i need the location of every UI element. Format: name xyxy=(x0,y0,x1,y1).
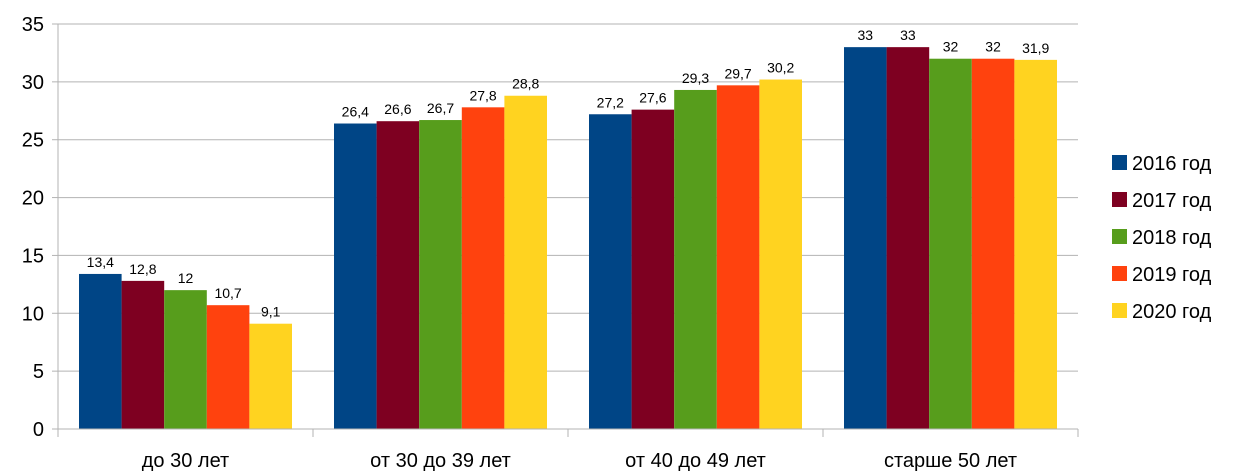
legend-swatch xyxy=(1112,303,1127,318)
data-label: 29,3 xyxy=(682,70,709,86)
labels-layer: 0 5 10 15 20 25 30 35 13,4 12,8 12 10,7 9,1 до 30 лет… xyxy=(22,14,1050,472)
legend-swatch xyxy=(1112,155,1127,170)
bar xyxy=(461,107,505,430)
data-label: 29,7 xyxy=(724,65,751,81)
data-label: 32 xyxy=(985,39,1001,55)
legend: 2016 год 2017 год 2018 год 2019 год 2020 год xyxy=(1112,153,1212,323)
x-category-label: от 30 до 39 лет xyxy=(370,450,511,472)
bar xyxy=(1014,59,1057,429)
bar xyxy=(971,58,1015,429)
data-label: 12,8 xyxy=(129,261,156,277)
legend-label: 2016 год xyxy=(1132,153,1212,175)
data-label: 9,1 xyxy=(261,304,281,320)
data-label: 27,2 xyxy=(597,94,624,110)
bar xyxy=(249,323,292,429)
bar xyxy=(844,47,887,430)
legend-label: 2020 год xyxy=(1132,301,1212,323)
bar xyxy=(929,58,972,429)
axes-layer xyxy=(52,23,1079,437)
bar xyxy=(631,109,675,429)
bar xyxy=(164,290,207,429)
bar xyxy=(674,89,717,429)
bar xyxy=(79,273,122,429)
legend-label: 2018 год xyxy=(1132,227,1212,249)
bar xyxy=(419,120,462,430)
legend-swatch xyxy=(1112,192,1127,207)
data-label: 26,4 xyxy=(342,104,369,120)
y-tick-label: 35 xyxy=(22,14,44,36)
legend-label: 2019 год xyxy=(1132,264,1212,286)
y-tick-label: 0 xyxy=(33,419,44,441)
legend-swatch xyxy=(1112,266,1127,281)
legend-label: 2017 год xyxy=(1132,190,1212,212)
x-category-label: от 40 до 49 лет xyxy=(625,450,766,472)
data-label: 32 xyxy=(943,39,959,55)
y-tick-label: 20 xyxy=(22,188,44,210)
bars-layer xyxy=(79,47,1057,430)
bar xyxy=(504,95,547,429)
data-label: 30,2 xyxy=(767,60,794,76)
y-tick-label: 5 xyxy=(33,361,44,383)
x-category-label: старше 50 лет xyxy=(884,450,1017,472)
data-label: 27,6 xyxy=(639,90,666,106)
bar xyxy=(121,280,165,429)
legend-swatch xyxy=(1112,229,1127,244)
bar xyxy=(886,47,930,430)
bar xyxy=(334,123,377,429)
bar xyxy=(376,121,420,429)
bar xyxy=(716,85,760,429)
data-label: 33 xyxy=(900,27,916,43)
data-label: 26,7 xyxy=(427,100,454,116)
bar xyxy=(759,79,802,430)
y-tick-label: 30 xyxy=(22,72,44,94)
y-tick-label: 10 xyxy=(22,303,44,325)
y-tick-label: 25 xyxy=(22,130,44,152)
bar xyxy=(589,114,632,429)
data-label: 28,8 xyxy=(512,76,539,92)
data-label: 27,8 xyxy=(469,87,496,103)
data-label: 10,7 xyxy=(214,285,241,301)
data-label: 33 xyxy=(858,27,874,43)
data-label: 12 xyxy=(178,270,194,286)
bar xyxy=(206,305,250,429)
data-label: 13,4 xyxy=(87,254,114,270)
x-category-label: до 30 лет xyxy=(142,450,229,472)
data-label: 31,9 xyxy=(1022,40,1049,56)
data-label: 26,6 xyxy=(384,101,411,117)
y-tick-label: 15 xyxy=(22,245,44,267)
